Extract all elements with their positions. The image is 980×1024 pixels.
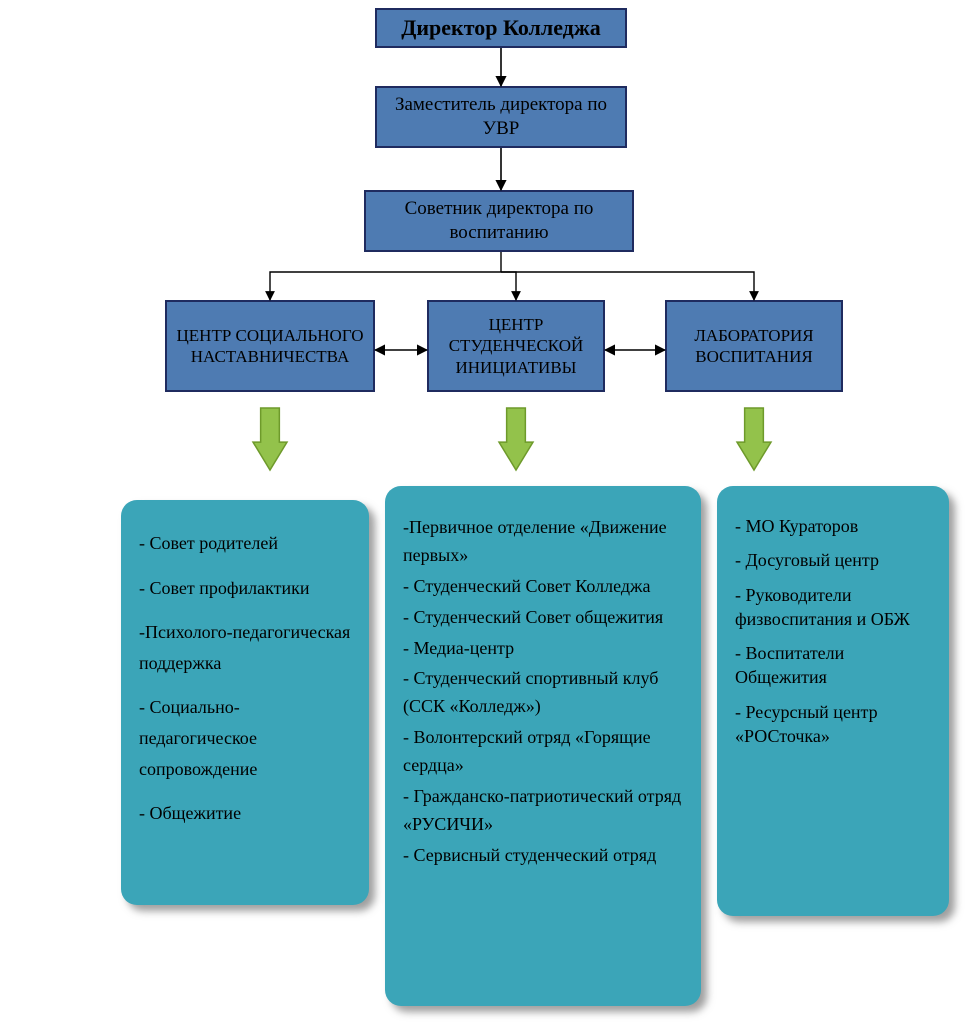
node-advisor: Советник директора по воспитанию bbox=[364, 190, 634, 252]
node-center-lab: ЛАБОРАТОРИЯ ВОСПИТАНИЯ bbox=[665, 300, 843, 392]
panel-item: - Сервисный студенческий отряд bbox=[403, 842, 683, 870]
panel-item: - Общежитие bbox=[139, 798, 351, 829]
node-center-social: ЦЕНТР СОЦИАЛЬНОГО НАСТАВНИЧЕСТВА bbox=[165, 300, 375, 392]
panel-item: - Воспитатели Общежития bbox=[735, 641, 931, 690]
node-center-lab-label: ЛАБОРАТОРИЯ ВОСПИТАНИЯ bbox=[667, 323, 841, 370]
node-deputy-label: Заместитель директора по УВР bbox=[377, 91, 625, 143]
node-center-student-label: ЦЕНТР СТУДЕНЧЕСКОЙ ИНИЦИАТИВЫ bbox=[429, 312, 603, 380]
panel-item: - Совет профилактики bbox=[139, 573, 351, 604]
node-deputy: Заместитель директора по УВР bbox=[375, 86, 627, 148]
panel-item: - МО Кураторов bbox=[735, 514, 931, 538]
panel-item: - Досуговый центр bbox=[735, 548, 931, 572]
panel-item: - Совет родителей bbox=[139, 528, 351, 559]
node-director-label: Директор Колледжа bbox=[377, 12, 625, 44]
panel-item: - Медиа-центр bbox=[403, 635, 683, 663]
node-director: Директор Колледжа bbox=[375, 8, 627, 48]
panel-item: - Руководители физвоспитания и ОБЖ bbox=[735, 583, 931, 632]
panel-lab: - МО Кураторов - Досуговый центр - Руковод… bbox=[717, 486, 949, 916]
panel-item: -Психолого-педагогическая поддержка bbox=[139, 617, 351, 678]
panel-item: - Гражданско-патриотический отряд «РУСИЧ… bbox=[403, 783, 683, 839]
panel-item: -Первичное отделение «Движение первых» bbox=[403, 514, 683, 570]
panel-item: - Волонтерский отряд «Горящие сердца» bbox=[403, 724, 683, 780]
panel-item: - Социально-педагогическое сопровождение bbox=[139, 692, 351, 784]
panel-student: -Первичное отделение «Движение первых» - … bbox=[385, 486, 701, 1006]
panel-item: - Студенческий спортивный клуб (ССК «Кол… bbox=[403, 665, 683, 721]
panel-item: - Студенческий Совет Колледжа bbox=[403, 573, 683, 601]
node-center-social-label: ЦЕНТР СОЦИАЛЬНОГО НАСТАВНИЧЕСТВА bbox=[167, 323, 373, 370]
panel-social: - Совет родителей - Совет профилактики -Пс… bbox=[121, 500, 369, 905]
panel-item: - Студенческий Совет общежития bbox=[403, 604, 683, 632]
node-center-student: ЦЕНТР СТУДЕНЧЕСКОЙ ИНИЦИАТИВЫ bbox=[427, 300, 605, 392]
panel-item: - Ресурсный центр «РОСточка» bbox=[735, 700, 931, 749]
node-advisor-label: Советник директора по воспитанию bbox=[366, 195, 632, 247]
